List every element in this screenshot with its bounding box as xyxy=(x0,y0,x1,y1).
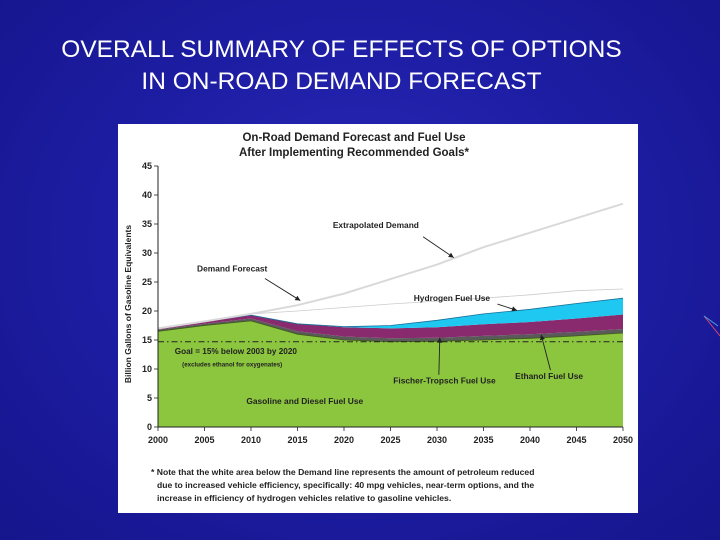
arrow-demand-forecast-head xyxy=(294,295,301,301)
chart-subtitle: After Implementing Recommended Goals* xyxy=(239,147,470,159)
x-tick-label: 2035 xyxy=(473,435,493,445)
y-tick-label: 10 xyxy=(142,364,152,374)
slide-title-line-2: IN ON-ROAD DEMAND FORECAST xyxy=(141,68,542,95)
arrow-ethanol-fuel-use xyxy=(540,334,551,371)
chart: On-Road Demand Forecast and Fuel Use Aft… xyxy=(123,132,633,503)
arrow-extrapolated-demand xyxy=(422,236,454,259)
x-tick-label: 2030 xyxy=(427,435,447,445)
area-ethanol xyxy=(158,314,623,339)
arrow-extrapolated-demand-head xyxy=(448,252,454,258)
y-tick-label: 5 xyxy=(147,393,152,403)
annotation-ethanol-fuel-use: Ethanol Fuel Use xyxy=(515,371,583,381)
line-extrapolated-demand xyxy=(157,202,624,330)
area-hydrogen xyxy=(158,298,623,329)
footnote-line-1: * Note that the white area below the Dem… xyxy=(151,467,534,477)
annotation-demand-forecast: Demand Forecast xyxy=(197,264,267,274)
y-tick-label: 15 xyxy=(142,335,152,345)
x-tick-label: 2010 xyxy=(241,435,261,445)
y-tick-label: 40 xyxy=(142,190,152,200)
x-tick-label: 2050 xyxy=(613,435,633,445)
footnote-line-2: due to increased vehicle efficiency, spe… xyxy=(157,480,534,490)
x-tick-label: 2045 xyxy=(566,435,586,445)
x-tick-label: 2040 xyxy=(520,435,540,445)
annotation-fischer-tropsch: Fischer-Tropsch Fuel Use xyxy=(393,376,496,386)
arrow-ethanol-fuel-use-head xyxy=(539,334,545,341)
x-tick-label: 2025 xyxy=(380,435,400,445)
y-axis-label: Billion Gallons of Gasoline Equivalents xyxy=(123,225,133,383)
area-gasoline-diesel xyxy=(158,320,623,427)
chart-figure: On-Road Demand Forecast and Fuel Use Aft… xyxy=(118,124,638,513)
chart-title: On-Road Demand Forecast and Fuel Use xyxy=(242,132,465,144)
annotation-goal-note: (excludes ethanol for oxygenates) xyxy=(182,362,282,369)
arrow-fischer-tropsch xyxy=(438,337,441,375)
arrow-fischer-tropsch-head xyxy=(437,337,443,343)
annotation-extrapolated-demand: Extrapolated Demand xyxy=(333,220,419,230)
area-fischer-tropsch xyxy=(158,318,623,342)
y-tick-label: 20 xyxy=(142,306,152,316)
y-tick-label: 0 xyxy=(147,422,152,432)
y-tick-label: 45 xyxy=(142,161,152,171)
annotation-goal: Goal = 15% below 2003 by 2020 xyxy=(175,347,298,356)
y-tick-label: 25 xyxy=(142,277,152,287)
arrow-hydrogen-fuel-use-head xyxy=(511,306,517,312)
y-tick-label: 35 xyxy=(142,219,152,229)
x-tick-label: 2015 xyxy=(287,435,307,445)
x-tick-label: 2020 xyxy=(334,435,354,445)
annotation-gasoline-diesel: Gasoline and Diesel Fuel Use xyxy=(246,396,363,406)
annotation-hydrogen-fuel-use: Hydrogen Fuel Use xyxy=(414,293,491,303)
arrow-demand-forecast xyxy=(264,278,301,301)
footnote-line-3: increase in efficiency of hydrogen vehic… xyxy=(157,493,451,503)
x-tick-label: 2000 xyxy=(148,435,168,445)
slide-title: OVERALL SUMMARY OF EFFECTS OF OPTIONS IN… xyxy=(0,34,683,98)
y-tick-label: 30 xyxy=(142,248,152,258)
slide-title-line-1: OVERALL SUMMARY OF EFFECTS OF OPTIONS xyxy=(61,36,622,63)
x-tick-label: 2005 xyxy=(194,435,214,445)
